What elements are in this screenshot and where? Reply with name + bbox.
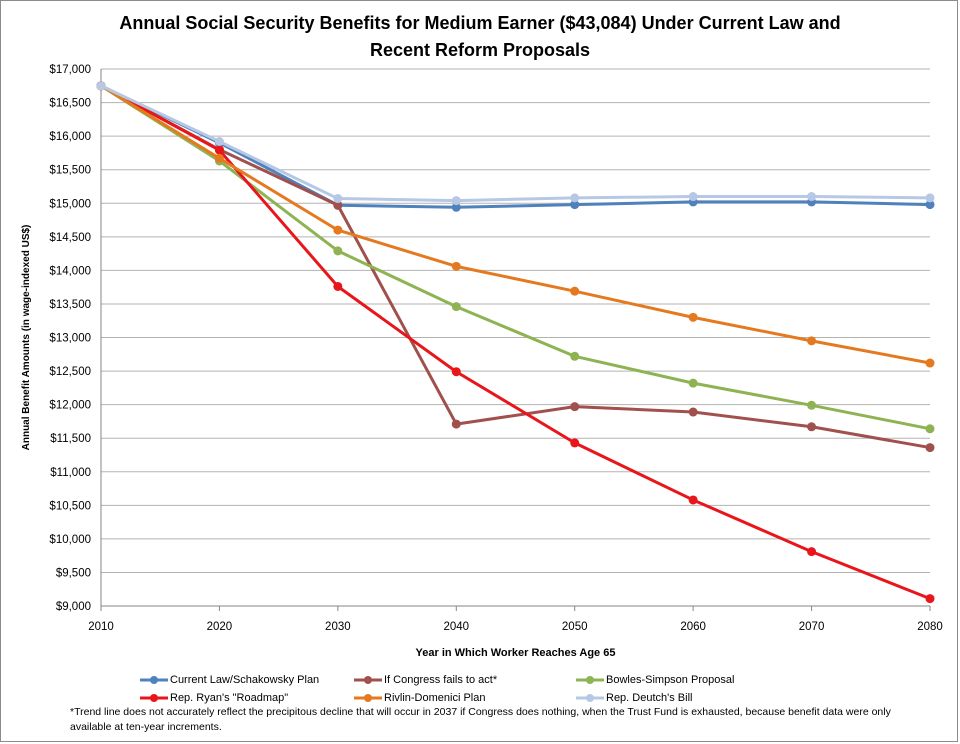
y-tick-label: $9,500 <box>56 567 91 579</box>
legend-label: Rivlin-Domenici Plan <box>384 692 486 704</box>
legend-swatch-ryan-roadmap <box>140 694 168 702</box>
data-point <box>451 367 461 377</box>
x-axis-title: Year in Which Worker Reaches Age 65 <box>416 647 616 659</box>
chart-title-line-1: Annual Social Security Benefits for Medi… <box>119 13 841 33</box>
data-point <box>214 136 224 146</box>
data-point <box>925 594 935 604</box>
legend-item: If Congress fails to act* <box>354 674 576 686</box>
data-point <box>333 281 343 291</box>
y-tick-label: $14,500 <box>49 232 91 244</box>
data-point <box>451 202 461 212</box>
y-tick-label: $17,000 <box>49 64 91 76</box>
series-line <box>100 84 931 203</box>
y-tick-label: $15,500 <box>49 165 91 177</box>
y-tick-label: $11,500 <box>50 433 91 445</box>
data-point <box>925 358 935 368</box>
legend-swatch-bowles-simpson <box>576 676 604 684</box>
x-tick-label: 2010 <box>88 621 114 633</box>
legend-label: Bowles-Simpson Proposal <box>606 674 735 686</box>
legend-item: Rivlin-Domenici Plan <box>354 692 576 704</box>
legend-item: Current Law/Schakowsky Plan <box>140 674 354 686</box>
data-point <box>925 193 935 203</box>
data-point <box>570 200 580 210</box>
data-point <box>807 192 817 202</box>
data-point <box>570 286 580 296</box>
y-tick-label: $15,000 <box>49 198 91 210</box>
data-point <box>807 547 817 557</box>
y-tick-label: $10,000 <box>49 534 91 546</box>
y-tick-label: $10,500 <box>49 500 91 512</box>
chart-title-line-2: Recent Reform Proposals <box>369 40 591 60</box>
data-point <box>214 153 224 163</box>
data-point <box>451 261 461 271</box>
data-point <box>333 194 343 204</box>
data-point <box>925 200 935 210</box>
legend-swatch-rivlin-domenici <box>354 694 382 702</box>
y-axis-title: Annual Benefit Amounts (in wage-indexed … <box>21 225 32 451</box>
legend-row: Rep. Ryan's "Roadmap" Rivlin-Domenici Pl… <box>140 689 920 707</box>
legend-label: If Congress fails to act* <box>384 674 498 686</box>
x-tick-label: 2020 <box>207 621 233 633</box>
x-tick-label: 2030 <box>325 621 351 633</box>
data-point <box>451 196 461 206</box>
x-tick-label: 2060 <box>680 621 706 633</box>
legend-label: Current Law/Schakowsky Plan <box>170 674 320 686</box>
legend-swatch-congress-fails <box>354 676 382 684</box>
y-tick-label: $12,500 <box>49 366 91 378</box>
data-point <box>570 402 580 412</box>
legend-item: Rep. Ryan's "Roadmap" <box>140 692 354 704</box>
x-tick-label: 2040 <box>443 621 469 633</box>
data-point <box>214 145 224 155</box>
footnote: *Trend line does not accurately reflect … <box>70 706 891 733</box>
data-point <box>570 351 580 361</box>
data-point <box>925 443 935 453</box>
data-point <box>688 407 698 417</box>
data-point <box>333 225 343 235</box>
data-point <box>688 192 698 202</box>
legend-item: Bowles-Simpson Proposal <box>576 674 790 686</box>
data-point <box>807 400 817 410</box>
data-point <box>807 422 817 432</box>
legend-item: Rep. Deutch's Bill <box>576 692 790 704</box>
legend-swatch-deutch-bill <box>576 694 604 702</box>
series-line <box>100 84 931 450</box>
y-tick-label: $13,500 <box>49 299 91 311</box>
data-point <box>96 81 106 91</box>
data-point <box>925 424 935 434</box>
y-tick-label: $13,000 <box>49 333 91 345</box>
legend-label: Rep. Deutch's Bill <box>606 692 693 704</box>
data-point <box>688 312 698 322</box>
y-tick-label: $16,000 <box>49 131 91 143</box>
series-line <box>100 84 931 365</box>
y-tick-label: $12,000 <box>49 400 91 412</box>
y-tick-label: $16,500 <box>49 98 91 110</box>
data-point <box>807 336 817 346</box>
data-point <box>688 495 698 505</box>
y-tick-label: $11,000 <box>50 467 91 479</box>
data-point <box>451 419 461 429</box>
legend-row: Current Law/Schakowsky Plan If Congress … <box>140 671 920 689</box>
data-point <box>333 200 343 210</box>
legend: Current Law/Schakowsky Plan If Congress … <box>140 671 920 707</box>
x-tick-label: 2050 <box>562 621 588 633</box>
data-point <box>570 193 580 203</box>
data-point <box>688 378 698 388</box>
legend-label: Rep. Ryan's "Roadmap" <box>170 692 289 704</box>
data-point <box>333 246 343 256</box>
x-tick-label: 2070 <box>799 621 825 633</box>
chart-title: Annual Social Security Benefits for Medi… <box>0 10 960 64</box>
data-point <box>451 302 461 312</box>
y-tick-label: $14,000 <box>49 265 91 277</box>
data-point <box>570 438 580 448</box>
y-tick-label: $9,000 <box>56 601 91 613</box>
series-line <box>100 84 931 431</box>
x-tick-label: 2080 <box>917 621 943 633</box>
series-line <box>100 84 931 601</box>
legend-swatch-current-law <box>140 676 168 684</box>
series-line <box>100 84 931 209</box>
